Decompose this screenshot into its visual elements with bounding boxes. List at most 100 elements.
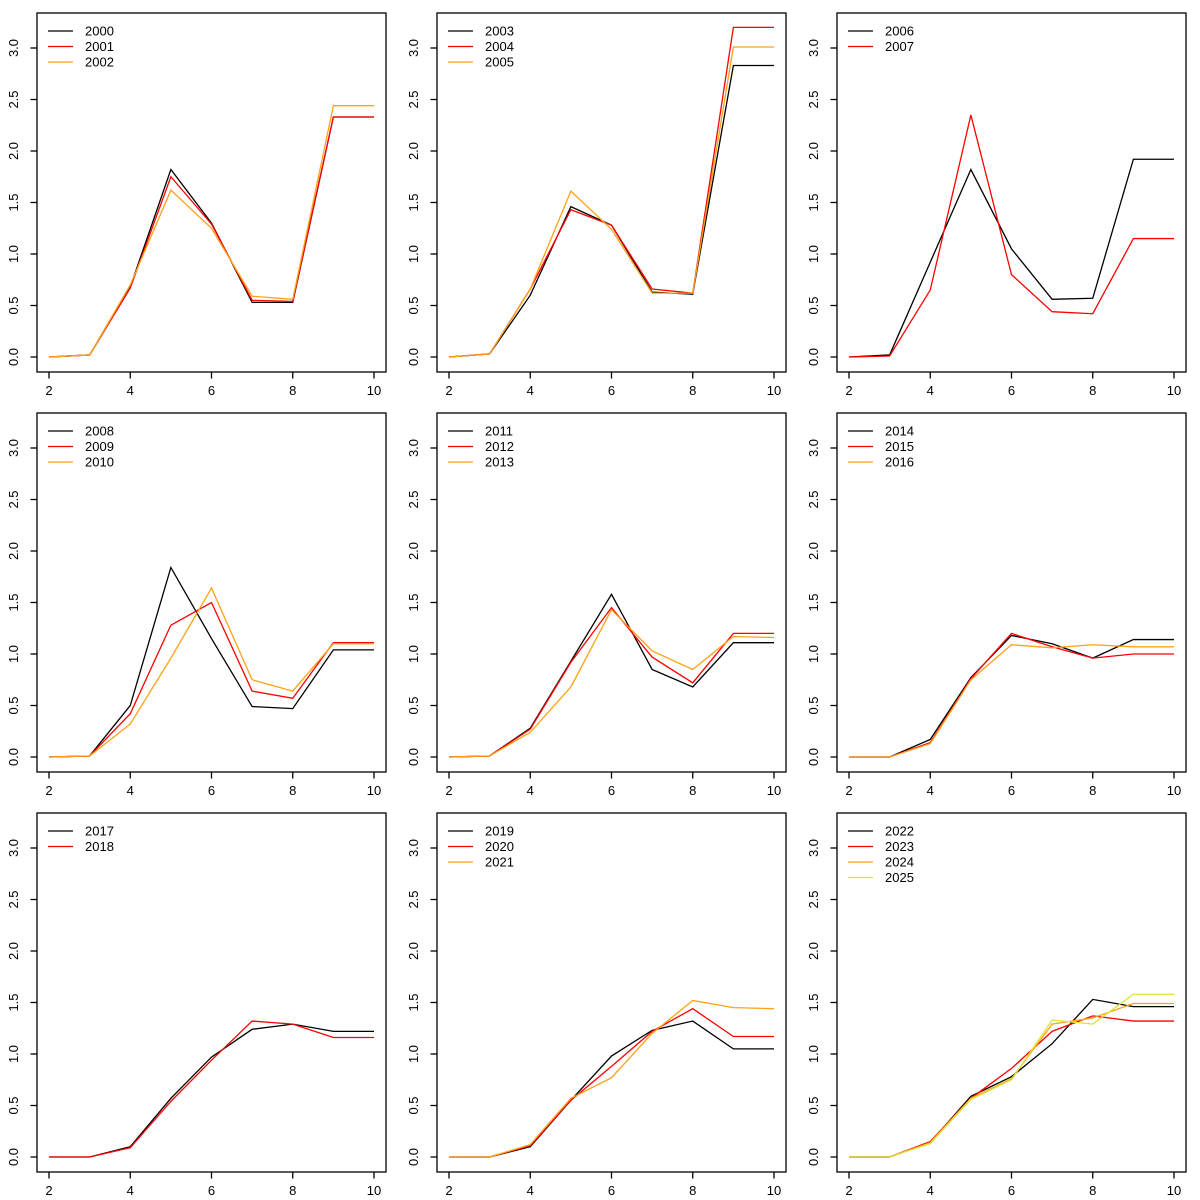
x-tick-label: 8 [289,1183,296,1198]
y-tick-label: 0.0 [6,1148,21,1166]
x-tick-label: 4 [927,383,934,398]
x-tick-label: 10 [1167,1183,1181,1198]
legend-label-2012: 2012 [485,439,514,454]
legend-label-2019: 2019 [485,824,514,839]
x-tick-label: 6 [208,1183,215,1198]
y-tick-label: 0.0 [6,748,21,766]
series-line-2017 [49,1023,374,1158]
x-tick-label: 10 [367,783,381,798]
x-tick-label: 6 [608,783,615,798]
chart-panel-8: 2 4 6 8 10 0.0 0.5 1.0 1.5 2.0 2.5 3.0 2019 2020 2021 [400,800,800,1200]
y-tick-label: 0.5 [806,1096,821,1114]
series-line-2018 [49,1020,374,1158]
legend-label-2025: 2025 [885,870,914,885]
x-tick-label: 6 [208,383,215,398]
series-line-2012 [448,606,774,758]
y-tick-label: 2.0 [806,542,821,560]
y-tick-label: 0.5 [806,696,821,714]
x-tick-label: 8 [1089,383,1096,398]
x-tick-label: 6 [208,783,215,798]
legend-label-2014: 2014 [885,424,914,439]
legend-label-2001: 2001 [85,39,114,54]
y-tick-label: 1.5 [406,193,421,211]
chart-panel-4: 2 4 6 8 10 0.0 0.5 1.0 1.5 2.0 2.5 3.0 2008 2009 2010 [0,400,400,800]
plot-box [836,12,1187,373]
y-tick-label: 2.5 [406,490,421,508]
y-tick-label: 3.0 [806,839,821,857]
series-line-2014 [849,634,1174,758]
x-tick-label: 4 [927,1183,934,1198]
legend-label-2023: 2023 [885,839,914,854]
y-tick-label: 3.0 [406,439,421,457]
y-tick-label: 1.5 [6,193,21,211]
series-line-2011 [448,592,774,758]
x-tick-label: 2 [45,1183,52,1198]
x-tick-label: 8 [689,783,696,798]
series-line-2016 [849,644,1174,758]
y-tick-label: 2.5 [406,90,421,108]
series-line-2006 [848,158,1174,358]
y-tick-label: 0.5 [406,1096,421,1114]
series-line-2008 [48,565,374,758]
legend-label-2017: 2017 [85,824,114,839]
x-tick-label: 8 [689,383,696,398]
x-tick-label: 2 [845,383,852,398]
y-tick-label: 2.5 [806,890,821,908]
legend-label-2009: 2009 [85,439,114,454]
x-tick-label: 8 [689,1183,696,1198]
legend-label-2013: 2013 [485,455,514,470]
y-tick-label: 2.0 [406,942,421,960]
y-tick-label: 0.0 [406,748,421,766]
x-tick-label: 2 [45,783,52,798]
series-line-2002 [48,105,374,358]
y-tick-label: 0.0 [406,348,421,366]
x-tick-label: 2 [845,1183,852,1198]
series-line-2023 [849,1015,1174,1158]
series-line-2005 [448,46,774,358]
y-tick-label: 2.0 [6,942,21,960]
x-tick-label: 2 [845,783,852,798]
chart-panel-9: 2 4 6 8 10 0.0 0.5 1.0 1.5 2.0 2.5 3.0 2022 2023 2024 2… [800,800,1200,1200]
y-tick-label: 0.5 [6,696,21,714]
x-tick-label: 8 [1089,783,1096,798]
legend-label-2021: 2021 [485,855,514,870]
x-tick-label: 2 [445,383,452,398]
x-tick-label: 6 [1008,383,1015,398]
x-tick-label: 10 [767,383,781,398]
y-tick-label: 3.0 [406,839,421,857]
y-tick-label: 0.5 [6,1096,21,1114]
chart-panel-2: 2 4 6 8 10 0.0 0.5 1.0 1.5 2.0 2.5 3.0 2003 2004 2005 [400,0,800,400]
y-tick-label: 1.0 [806,245,821,263]
legend-label-2011: 2011 [485,424,513,439]
x-tick-label: 6 [608,1183,615,1198]
x-tick-label: 4 [527,1183,534,1198]
y-tick-label: 3.0 [406,39,421,57]
y-tick-label: 1.0 [6,645,21,663]
x-tick-label: 8 [289,783,296,798]
x-tick-label: 4 [527,783,534,798]
chart-panel-7: 2 4 6 8 10 0.0 0.5 1.0 1.5 2.0 2.5 3.0 2017 2018 [0,800,400,1200]
legend-label-2020: 2020 [485,839,514,854]
series-line-2021 [449,999,775,1158]
y-tick-label: 1.5 [6,993,21,1011]
y-tick-label: 2.5 [6,490,21,508]
x-tick-label: 8 [289,383,296,398]
y-tick-label: 0.5 [806,296,821,314]
legend-label-2005: 2005 [485,55,514,70]
x-tick-label: 2 [445,783,452,798]
x-tick-label: 10 [1167,783,1181,798]
x-tick-label: 2 [445,1183,452,1198]
legend-label-2004: 2004 [485,39,514,54]
chart-panel-5: 2 4 6 8 10 0.0 0.5 1.0 1.5 2.0 2.5 3.0 2011 2012 2013 [400,400,800,800]
series-line-2010 [48,586,374,758]
series-line-2013 [448,608,775,758]
x-tick-label: 6 [608,383,615,398]
series-line-2025 [849,993,1174,1158]
x-tick-label: 4 [127,783,134,798]
legend-label-2002: 2002 [85,55,114,70]
y-tick-label: 1.5 [806,193,821,211]
